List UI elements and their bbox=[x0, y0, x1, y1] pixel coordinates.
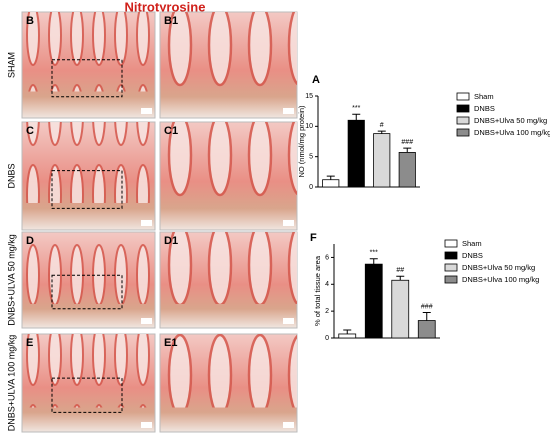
crypt-texture bbox=[22, 334, 155, 408]
row-label: DNBS+ULVA 100 mg/kg bbox=[6, 335, 16, 431]
legend-label: DNBS+Ulva 100 mg/kg bbox=[474, 128, 550, 137]
y-tick-label: 6 bbox=[325, 254, 329, 261]
panel-label: D bbox=[26, 235, 34, 247]
legend-label: Sham bbox=[462, 239, 482, 248]
crypt-texture bbox=[160, 12, 297, 92]
error-bar bbox=[403, 147, 412, 153]
scale-bar-box bbox=[283, 220, 294, 226]
y-tick-label: 0 bbox=[325, 335, 329, 342]
bar bbox=[338, 333, 357, 339]
legend-swatch bbox=[444, 275, 458, 284]
legend-label: DNBS bbox=[474, 104, 495, 113]
error-bar bbox=[377, 130, 386, 134]
legend-label: DNBS+Ulva 50 mg/kg bbox=[462, 263, 535, 272]
error-bar bbox=[422, 311, 431, 321]
significance: *** bbox=[352, 105, 360, 112]
panel-label: B bbox=[26, 15, 34, 27]
y-axis-label: NO (nmol/mg protein) bbox=[297, 105, 306, 178]
panel-label: E bbox=[26, 337, 33, 349]
legend-swatch bbox=[444, 251, 458, 260]
legend-label: DNBS bbox=[462, 251, 483, 260]
panel-label: F bbox=[310, 232, 317, 244]
significance: ### bbox=[401, 139, 413, 146]
legend-swatch bbox=[444, 263, 458, 272]
error-bar bbox=[352, 113, 361, 121]
error-bar bbox=[326, 175, 335, 180]
figure-title: Nitrotyrosine bbox=[125, 0, 206, 14]
legend-swatch bbox=[444, 239, 458, 248]
legend-swatch bbox=[456, 116, 470, 125]
legend-swatch bbox=[456, 128, 470, 137]
row-label: DNBS+ULVA 50 mg/kg bbox=[6, 234, 16, 325]
bar bbox=[391, 279, 410, 339]
scale-bar-box bbox=[141, 318, 152, 324]
y-tick-label: 0 bbox=[309, 184, 313, 191]
panel-label: C bbox=[26, 125, 34, 137]
y-tick-label: 5 bbox=[309, 154, 313, 161]
error-bar bbox=[396, 275, 405, 281]
panel-label: C1 bbox=[164, 125, 178, 137]
bar bbox=[398, 152, 416, 188]
row-label: SHAM bbox=[6, 52, 16, 78]
row-label: DNBS bbox=[6, 163, 16, 188]
crypt-texture bbox=[160, 122, 297, 203]
significance: *** bbox=[370, 250, 378, 257]
error-bar bbox=[369, 258, 378, 265]
bar bbox=[417, 320, 436, 339]
crypt-texture bbox=[22, 122, 155, 203]
y-tick-label: 10 bbox=[305, 123, 313, 130]
panel-label: A bbox=[312, 74, 320, 86]
legend-label: Sham bbox=[474, 92, 494, 101]
bar bbox=[364, 263, 383, 339]
scale-bar-box bbox=[283, 318, 294, 324]
y-tick-label: 4 bbox=[325, 281, 329, 288]
legend-swatch bbox=[456, 104, 470, 113]
crypt-texture bbox=[160, 334, 297, 408]
scale-bar-box bbox=[141, 108, 152, 114]
y-tick-label: 2 bbox=[325, 308, 329, 315]
bar bbox=[322, 179, 340, 188]
crypt-texture bbox=[22, 12, 155, 92]
y-tick-label: 15 bbox=[305, 93, 313, 100]
zoom-box bbox=[51, 377, 123, 413]
legend-swatch bbox=[456, 92, 470, 101]
scale-bar-box bbox=[141, 220, 152, 226]
panel-label: E1 bbox=[164, 337, 177, 349]
error-bar bbox=[343, 329, 352, 334]
zoom-box bbox=[51, 170, 123, 209]
zoom-box bbox=[51, 59, 123, 98]
significance: # bbox=[380, 122, 384, 129]
significance: ## bbox=[396, 267, 404, 274]
panel-label: B1 bbox=[164, 15, 178, 27]
zoom-box bbox=[51, 274, 123, 310]
crypt-texture bbox=[160, 232, 297, 304]
panel-label: D1 bbox=[164, 235, 178, 247]
significance: ### bbox=[421, 303, 433, 310]
y-axis-label: % of total tissue area bbox=[313, 255, 322, 326]
crypt-texture bbox=[22, 232, 155, 304]
image-grid: SHAM B B1 DNBS C C1 DNBS+ULVA 50 mg/kg D D1 DNBS+… bbox=[6, 11, 298, 433]
bar bbox=[347, 119, 365, 188]
scale-bar-box bbox=[283, 422, 294, 428]
scale-bar-box bbox=[141, 422, 152, 428]
legend-label: DNBS+Ulva 50 mg/kg bbox=[474, 116, 547, 125]
bar bbox=[373, 133, 391, 188]
scale-bar-box bbox=[283, 108, 294, 114]
legend-label: DNBS+Ulva 100 mg/kg bbox=[462, 275, 539, 284]
